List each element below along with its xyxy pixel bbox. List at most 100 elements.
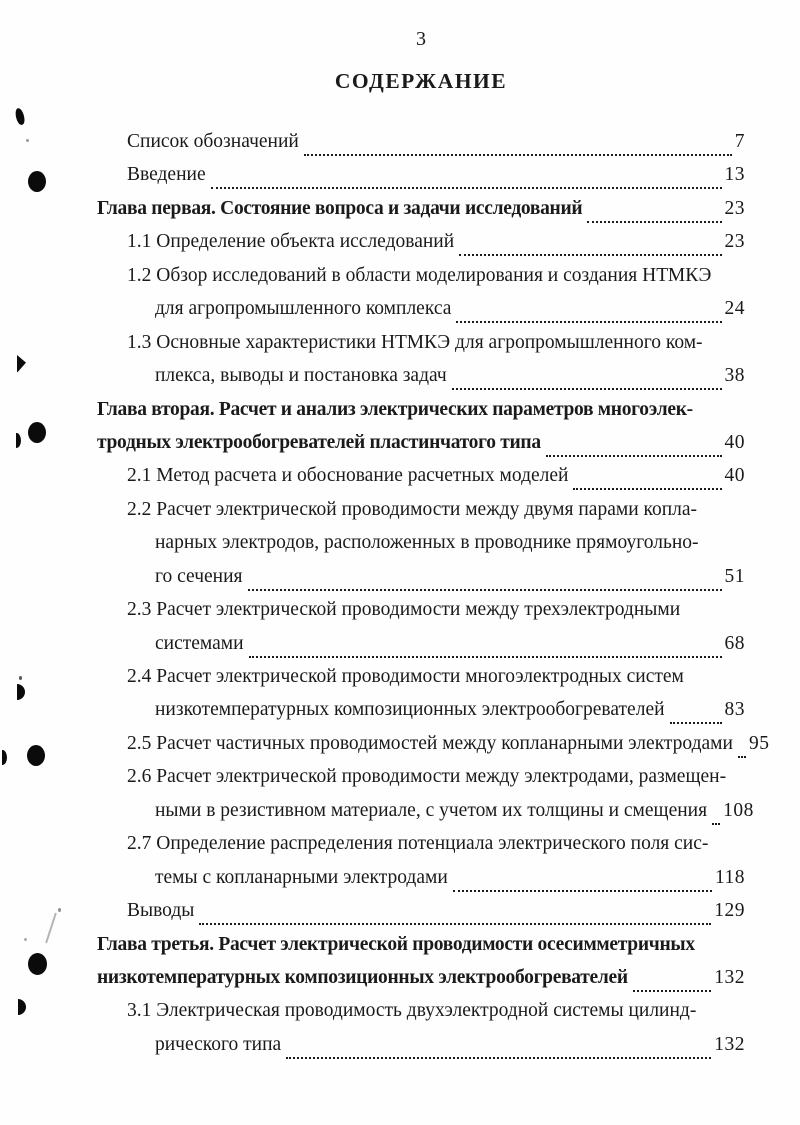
toc-page-number: 24 — [724, 298, 745, 320]
toc-entry-line: Выводы 129 — [97, 900, 745, 933]
toc-entry-text: 1.2 Обзор исследований в области моделир… — [127, 264, 712, 286]
toc-page-number: 23 — [724, 231, 745, 253]
toc-page-number: 13 — [724, 164, 745, 186]
toc-entry-line: ными в резистивном материале, с учетом и… — [97, 799, 753, 833]
toc-entry-line: тродных электрообогревателей пластинчато… — [97, 432, 745, 465]
paper-speck-icon — [26, 139, 29, 142]
table-of-contents: Список обозначений 7 Введение 13 Глава перва… — [97, 131, 769, 1067]
dot-leader — [632, 967, 712, 992]
toc-entry-text: рического типа — [155, 1033, 282, 1055]
dot-leader — [451, 365, 722, 390]
toc-entry-text: плекса, выводы и постановка задач — [155, 365, 447, 387]
dot-leader — [459, 231, 722, 257]
dot-leader — [712, 800, 721, 825]
toc-page-number: 51 — [724, 565, 745, 587]
toc-entry-line: 2.6 Расчет электрической проводимости ме… — [97, 766, 745, 799]
toc-entry-text: для агропромышленного комплекса — [155, 298, 452, 320]
toc-entry-text: 2.1 Метод расчета и обоснование расчетны… — [127, 465, 569, 487]
page-number: 3 — [416, 28, 426, 50]
toc-entry-line: 2.7 Определение распределения потенциала… — [97, 833, 745, 866]
ink-half-disc-icon — [18, 999, 26, 1015]
dot-leader — [248, 633, 722, 658]
toc-entry-line: 2.4 Расчет электрической проводимости мн… — [97, 666, 745, 699]
toc-entry-line: 3.1 Электрическая проводимость двухэлект… — [97, 1000, 745, 1033]
toc-entry-text: нарных электродов, расположенных в прово… — [155, 532, 699, 554]
toc-entry-line: для агропромышленного комплекса 24 — [97, 298, 745, 331]
ink-wedge-icon — [17, 355, 26, 372]
ink-blob-icon — [14, 107, 26, 126]
punch-hole-dot-icon — [28, 953, 47, 975]
toc-entry-line: 1.3 Основные характеристики НТМКЭ для аг… — [97, 332, 745, 365]
toc-entry-line: 2.5 Расчет частичных проводимостей между… — [97, 732, 769, 766]
dot-leader — [456, 298, 722, 324]
toc-entry-text: темы с копланарными электродами — [155, 866, 448, 888]
toc-entry-line: системами 68 — [97, 633, 745, 666]
toc-entry-text: Глава вторая. Расчет и анализ электричес… — [97, 398, 693, 420]
toc-entry-text: низкотемпературных композиционных электр… — [155, 699, 665, 721]
punch-hole-dot-icon — [27, 745, 45, 766]
toc-entry-line: 1.1 Определение объекта исследований 23 — [97, 231, 745, 264]
toc-page-number: 95 — [748, 732, 770, 754]
toc-entry-line: Глава третья. Расчет электрической прово… — [97, 934, 745, 967]
toc-page-number: 129 — [714, 900, 745, 922]
toc-entry-text: 2.7 Определение распределения потенциала… — [127, 833, 709, 855]
toc-entry-text: 1.3 Основные характеристики НТМКЭ для аг… — [127, 331, 703, 353]
dot-leader — [210, 164, 722, 190]
toc-entry-line: Список обозначений 7 — [97, 131, 745, 164]
toc-page-number: 38 — [724, 365, 745, 387]
ink-half-disc-icon — [17, 684, 25, 700]
paper-speck-icon — [19, 676, 22, 680]
toc-entry-text: системами — [155, 632, 244, 654]
dot-leader — [587, 198, 722, 223]
toc-entry-text: Введение — [127, 164, 206, 186]
toc-entry-line: низкотемпературных композиционных электр… — [97, 967, 745, 1000]
toc-entry-line: 1.2 Обзор исследований в области моделир… — [97, 265, 745, 298]
toc-entry-text: 2.2 Расчет электрической проводимости ме… — [127, 498, 698, 520]
dot-leader — [452, 867, 712, 892]
dot-leader — [199, 900, 712, 925]
dot-leader — [286, 1034, 712, 1059]
ink-sliver-icon — [16, 433, 21, 448]
scratch-stroke-icon — [45, 912, 57, 944]
toc-entry-line: низкотемпературных композиционных электр… — [97, 699, 745, 732]
toc-entry-text: 2.4 Расчет электрической проводимости мн… — [127, 666, 684, 687]
toc-entry-text: 2.3 Расчет электрической проводимости ме… — [127, 599, 681, 621]
dot-leader — [247, 566, 722, 591]
toc-entry-text: 2.5 Расчет частичных проводимостей между… — [127, 732, 733, 754]
toc-entry-line: 2.3 Расчет электрической проводимости ме… — [97, 599, 745, 632]
dot-leader — [303, 131, 732, 156]
toc-entry-line: плекса, выводы и постановка задач 38 — [97, 365, 745, 398]
toc-page-number: 68 — [724, 632, 745, 654]
punch-hole-dot-icon — [28, 422, 46, 443]
dot-leader — [737, 733, 746, 758]
toc-entry-text: Глава третья. Расчет электрической прово… — [97, 933, 695, 955]
toc-page-number: 40 — [724, 465, 745, 487]
toc-entry-text: го сечения — [155, 565, 243, 587]
toc-entry-line: рического типа 132 — [97, 1034, 745, 1067]
toc-entry-line: го сечения 51 — [97, 566, 745, 599]
toc-entry-line: Введение 13 — [97, 164, 745, 197]
toc-entry-text: ными в резистивном материале, с учетом и… — [155, 799, 708, 821]
ink-sliver-icon — [2, 750, 7, 765]
toc-page-number: 23 — [724, 197, 745, 219]
toc-entry-text: низкотемпературных композиционных электр… — [97, 966, 628, 988]
toc-entry-text: 1.1 Определение объекта исследований — [127, 231, 455, 253]
dot-leader — [669, 699, 722, 725]
dot-leader — [573, 465, 722, 491]
paper-speck-icon — [58, 908, 61, 912]
toc-page-number: 7 — [734, 131, 745, 152]
punch-hole-dot-icon — [28, 171, 46, 192]
toc-entry-text: Список обозначений — [127, 131, 299, 152]
toc-page-number: 40 — [724, 431, 745, 453]
toc-page-number: 132 — [714, 1033, 745, 1055]
toc-page-number: 118 — [714, 866, 745, 888]
page-title: СОДЕРЖАНИЕ — [334, 69, 508, 93]
toc-entry-text: Глава первая. Состояние вопроса и задачи… — [97, 197, 583, 219]
toc-entry-line: нарных электродов, расположенных в прово… — [97, 532, 745, 565]
toc-entry-line: 2.2 Расчет электрической проводимости ме… — [97, 499, 745, 532]
paper-speck-icon — [24, 938, 27, 941]
toc-page-number: 108 — [723, 799, 754, 821]
toc-entry-text: Выводы — [127, 900, 195, 922]
toc-entry-line: Глава вторая. Расчет и анализ электричес… — [97, 399, 745, 432]
